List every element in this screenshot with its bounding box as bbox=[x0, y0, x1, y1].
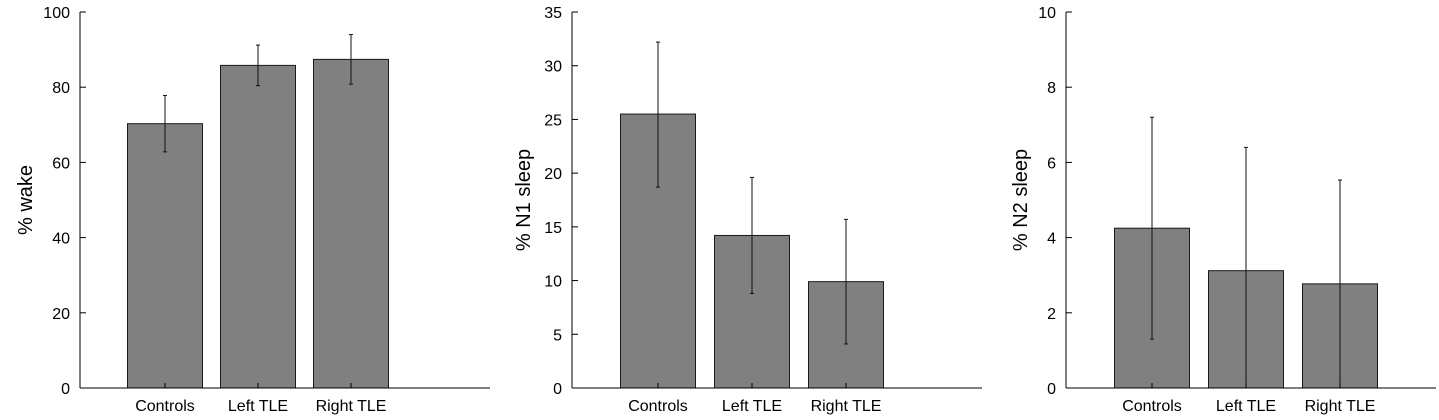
x-tick-label: Left TLE bbox=[1216, 398, 1276, 415]
y-tick-label: 30 bbox=[544, 59, 562, 76]
y-tick-label: 20 bbox=[544, 166, 562, 183]
y-tick-label: 2 bbox=[1047, 306, 1056, 323]
y-tick-label: 20 bbox=[52, 306, 70, 323]
y-tick-label: 0 bbox=[61, 381, 70, 398]
y-tick-label: 40 bbox=[52, 231, 70, 248]
y-tick-label: 35 bbox=[544, 5, 562, 22]
x-tick-label: Controls bbox=[135, 398, 195, 415]
y-tick-label: 6 bbox=[1047, 155, 1056, 172]
x-tick-label: Controls bbox=[1122, 398, 1182, 415]
bar-right-tle bbox=[313, 58, 389, 389]
y-tick-label: 5 bbox=[553, 327, 562, 344]
y-tick-label: 80 bbox=[52, 80, 70, 97]
x-tick-label: Right TLE bbox=[811, 398, 882, 415]
y-tick-label: 15 bbox=[544, 220, 562, 237]
y-tick-label: 10 bbox=[1038, 5, 1056, 22]
x-tick-label: Left TLE bbox=[722, 398, 782, 415]
chart-panel-1: 0 20 40 60 80 100 Controls Left TLE Right TLE % w… bbox=[15, 5, 490, 415]
y-tick-label: 25 bbox=[544, 112, 562, 129]
y-tick-label: 8 bbox=[1047, 80, 1056, 97]
bar-controls bbox=[127, 123, 203, 389]
y-tick-label: 0 bbox=[553, 381, 562, 398]
x-tick-label: Right TLE bbox=[316, 398, 387, 415]
y-tick-label: 10 bbox=[544, 274, 562, 291]
chart-panel-3: 0 2 4 6 8 10 Controls Left TLE Right TLE % N2 sle… bbox=[1010, 5, 1436, 415]
x-tick-label: Right TLE bbox=[1305, 398, 1376, 415]
bar-left-tle bbox=[220, 64, 296, 389]
y-axis-title: % wake bbox=[15, 165, 37, 235]
x-tick-label: Controls bbox=[628, 398, 688, 415]
y-axis-title: % N1 sleep bbox=[513, 149, 535, 251]
chart-panel-2: 0 5 10 15 20 25 30 35 Controls Left TLE Right TLE%… bbox=[513, 5, 982, 415]
y-tick-label: 0 bbox=[1047, 381, 1056, 398]
y-axis-title: % N2 sleep bbox=[1010, 149, 1032, 251]
x-tick-label: Left TLE bbox=[228, 398, 288, 415]
y-tick-label: 100 bbox=[43, 5, 70, 22]
y-tick-label: 4 bbox=[1047, 231, 1056, 248]
y-tick-label: 60 bbox=[52, 155, 70, 172]
